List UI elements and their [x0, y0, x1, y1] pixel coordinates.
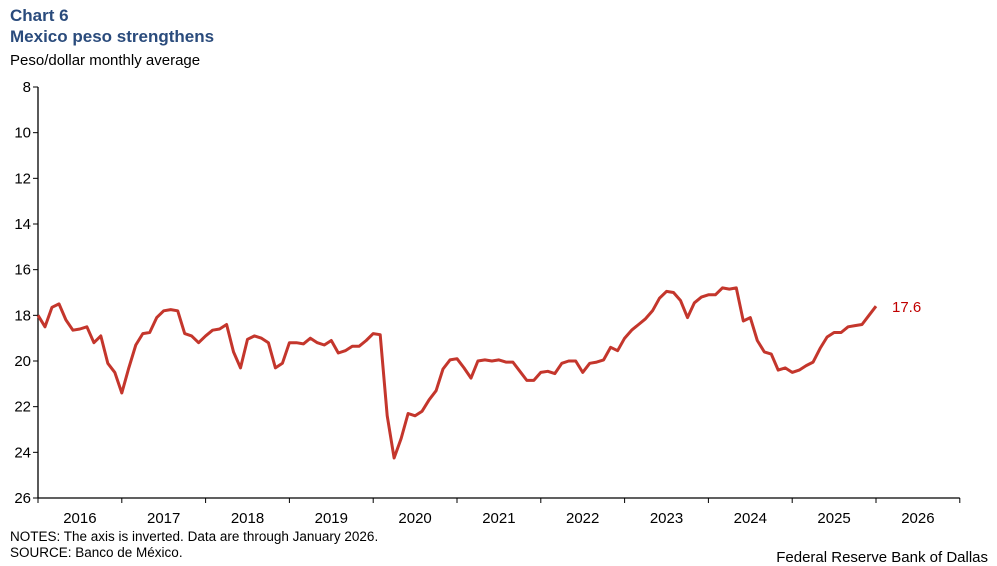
x-tick-label: 2017 — [147, 510, 180, 527]
y-tick-label: 10 — [14, 125, 31, 142]
x-tick-label: 2023 — [650, 510, 683, 527]
chart-number: Chart 6 — [10, 6, 69, 25]
x-tick-label: 2022 — [566, 510, 599, 527]
y-tick-label: 22 — [14, 399, 31, 416]
y-tick-label: 20 — [14, 353, 31, 370]
x-tick-label: 2018 — [231, 510, 264, 527]
y-tick-label: 8 — [23, 79, 31, 96]
x-tick-label: 2021 — [482, 510, 515, 527]
x-tick-label: 2016 — [63, 510, 96, 527]
x-tick-label: 2025 — [817, 510, 850, 527]
end-value-label: 17.6 — [892, 299, 921, 316]
credit-line: Federal Reserve Bank of Dallas — [776, 549, 988, 566]
x-tick-label: 2024 — [734, 510, 767, 527]
series-line — [36, 286, 878, 460]
y-tick-label: 26 — [14, 490, 31, 507]
y-tick-label: 16 — [14, 262, 31, 279]
chart-notes: NOTES: The axis is inverted. Data are th… — [10, 529, 379, 544]
y-tick-label: 18 — [14, 307, 31, 324]
y-tick-label: 24 — [14, 444, 31, 461]
x-tick-label: 2026 — [901, 510, 934, 527]
y-tick-label: 14 — [14, 216, 31, 233]
chart-source: SOURCE: Banco de México. — [10, 545, 183, 560]
y-tick-label: 12 — [14, 170, 31, 187]
x-tick-label: 2019 — [315, 510, 348, 527]
chart-title: Mexico peso strengthens — [10, 27, 215, 46]
chart-subtitle: Peso/dollar monthly average — [10, 52, 201, 69]
x-tick-label: 2020 — [398, 510, 431, 527]
